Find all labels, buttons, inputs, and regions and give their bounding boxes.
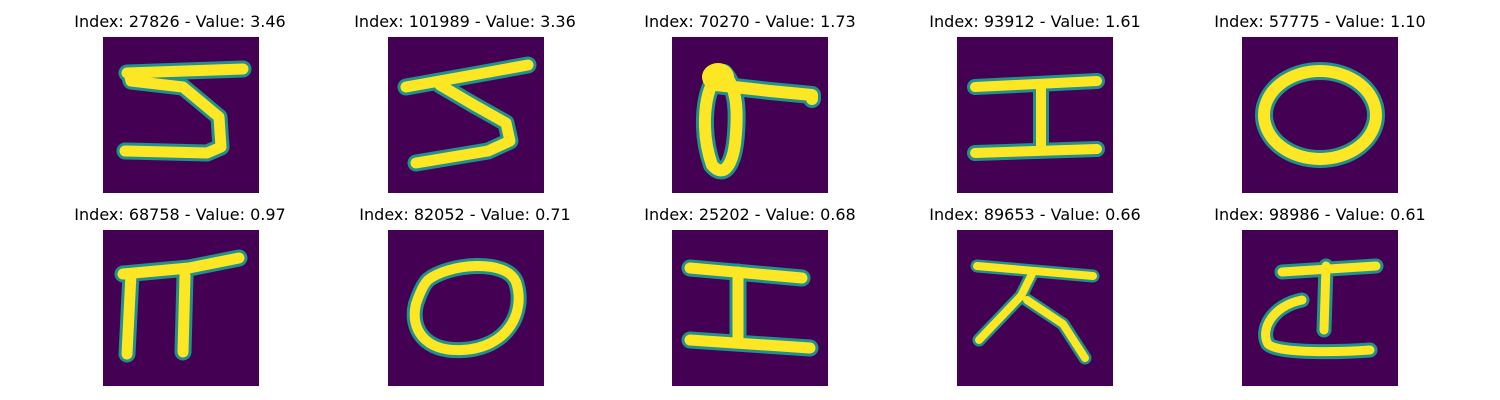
image-panel (1242, 37, 1398, 193)
panel-title: Index: 93912 - Value: 1.61 (929, 12, 1141, 31)
image-panel (1242, 230, 1398, 386)
panel-title: Index: 70270 - Value: 1.73 (644, 12, 856, 31)
image-panel (957, 37, 1113, 193)
glyph-pi-icon (103, 230, 259, 386)
glyph-loop-icon (672, 37, 828, 193)
glyph-s-icon (388, 37, 544, 193)
image-panel (672, 37, 828, 193)
glyph-i-icon (672, 230, 828, 386)
image-panel (957, 230, 1113, 386)
panel-title: Index: 89653 - Value: 0.66 (929, 205, 1141, 224)
glyph-i-icon (957, 37, 1113, 193)
panel-title: Index: 98986 - Value: 0.61 (1214, 205, 1426, 224)
panel-title: Index: 68758 - Value: 0.97 (74, 205, 286, 224)
image-panel (388, 230, 544, 386)
image-panel (103, 230, 259, 386)
glyph-d-icon (1242, 230, 1398, 386)
panel-title: Index: 101989 - Value: 3.36 (354, 12, 576, 31)
glyph-5-icon (103, 37, 259, 193)
glyph-o-icon (388, 230, 544, 386)
image-panel (672, 230, 828, 386)
image-panel (388, 37, 544, 193)
image-panel (103, 37, 259, 193)
panel-title: Index: 57775 - Value: 1.10 (1214, 12, 1426, 31)
panel-title: Index: 25202 - Value: 0.68 (644, 205, 856, 224)
glyph-ja-icon (957, 230, 1113, 386)
glyph-o-icon (1242, 37, 1398, 193)
panel-title: Index: 82052 - Value: 0.71 (359, 205, 571, 224)
panel-title: Index: 27826 - Value: 3.46 (74, 12, 286, 31)
